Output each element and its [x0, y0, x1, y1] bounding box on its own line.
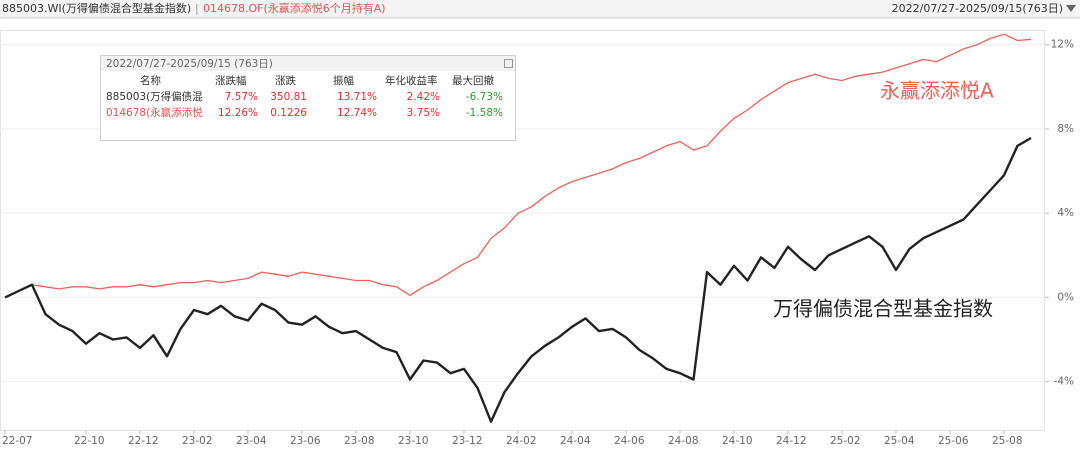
table-cell: 014678(永赢添添悦	[106, 106, 203, 119]
x-tick-label: 22-10	[74, 435, 105, 447]
separator: |	[364, 2, 368, 15]
table-title-bar	[101, 56, 515, 71]
column-header: 年化收益率	[385, 74, 438, 87]
table-cell: 12.74%	[337, 107, 377, 119]
stats-table: 2022/07/27-2025/09/15 (763日) 名称 涨跌幅 涨跌 振幅 年化…	[100, 55, 516, 141]
table-title: 2022/07/27-2025/09/15 (763日)	[106, 58, 273, 70]
x-tick-label: 24-04	[560, 435, 591, 447]
column-header: 振幅	[333, 74, 354, 87]
separator: |	[195, 2, 199, 15]
x-tick-label: 25-06	[938, 435, 969, 447]
series-annotation: 永赢添添悦A	[880, 79, 994, 103]
y-tick-label: 12%	[1051, 39, 1074, 51]
x-tick-label: 23-08	[344, 435, 375, 447]
lines	[4, 33, 1032, 423]
x-tick-label: 23-02	[182, 435, 213, 447]
series-line	[4, 136, 1032, 423]
table-cell: 0.1226	[270, 107, 307, 119]
x-tick-label: 24-08	[668, 435, 699, 447]
y-tick-label: -4%	[1054, 376, 1074, 388]
column-header: 涨跌幅	[215, 74, 247, 87]
column-header: 名称	[140, 74, 161, 87]
table-cell: -6.73%	[466, 91, 503, 103]
table-cell: 2.42%	[407, 91, 440, 103]
x-tick-label: 23-12	[452, 435, 483, 447]
x-tick-label: 23-06	[290, 435, 321, 447]
date-range[interactable]: 2022/07/27-2025/09/15(763日)	[892, 2, 1063, 15]
table-cell: 7.57%	[225, 91, 258, 103]
table-cell: 13.71%	[337, 91, 377, 103]
grid	[0, 44, 1049, 434]
x-tick-label: 25-08	[992, 435, 1023, 447]
x-tick-label: 22-07	[2, 435, 33, 447]
y-tick-label: 8%	[1057, 123, 1074, 135]
x-tick-label: 24-06	[614, 435, 645, 447]
column-header: 最大回撤	[452, 74, 494, 87]
series-line	[4, 33, 1032, 298]
x-tick-label: 22-12	[128, 435, 159, 447]
table-cell: 12.26%	[218, 107, 258, 119]
y-tick-label: 4%	[1057, 207, 1074, 219]
x-tick-label: 24-02	[506, 435, 537, 447]
x-tick-label: 24-10	[722, 435, 753, 447]
series-annotation: 万得偏债混合型基金指数	[773, 297, 993, 321]
column-header: 涨跌	[275, 74, 296, 87]
table-cell: -1.58%	[466, 107, 503, 119]
table-cell: 350.81	[270, 91, 307, 103]
fund-name: 014678.OF(永赢添添悦6个月持有A)	[203, 1, 386, 15]
y-tick-label: 0%	[1057, 291, 1074, 303]
table-cell: 3.75%	[407, 107, 440, 119]
x-tick-label: 23-04	[236, 435, 267, 447]
x-tick-label: 25-04	[884, 435, 915, 447]
x-tick-label: 24-12	[776, 435, 807, 447]
table-cell: 885003(万得偏债混	[106, 90, 203, 103]
dropdown-arrow[interactable]	[1066, 5, 1076, 12]
header-bar	[0, 0, 1080, 18]
x-tick-label: 25-02	[830, 435, 861, 447]
close-button[interactable]	[504, 59, 513, 68]
x-tick-label: 23-10	[398, 435, 429, 447]
index-name: 885003.WI(万得偏债混合型基金指数)	[2, 1, 191, 15]
